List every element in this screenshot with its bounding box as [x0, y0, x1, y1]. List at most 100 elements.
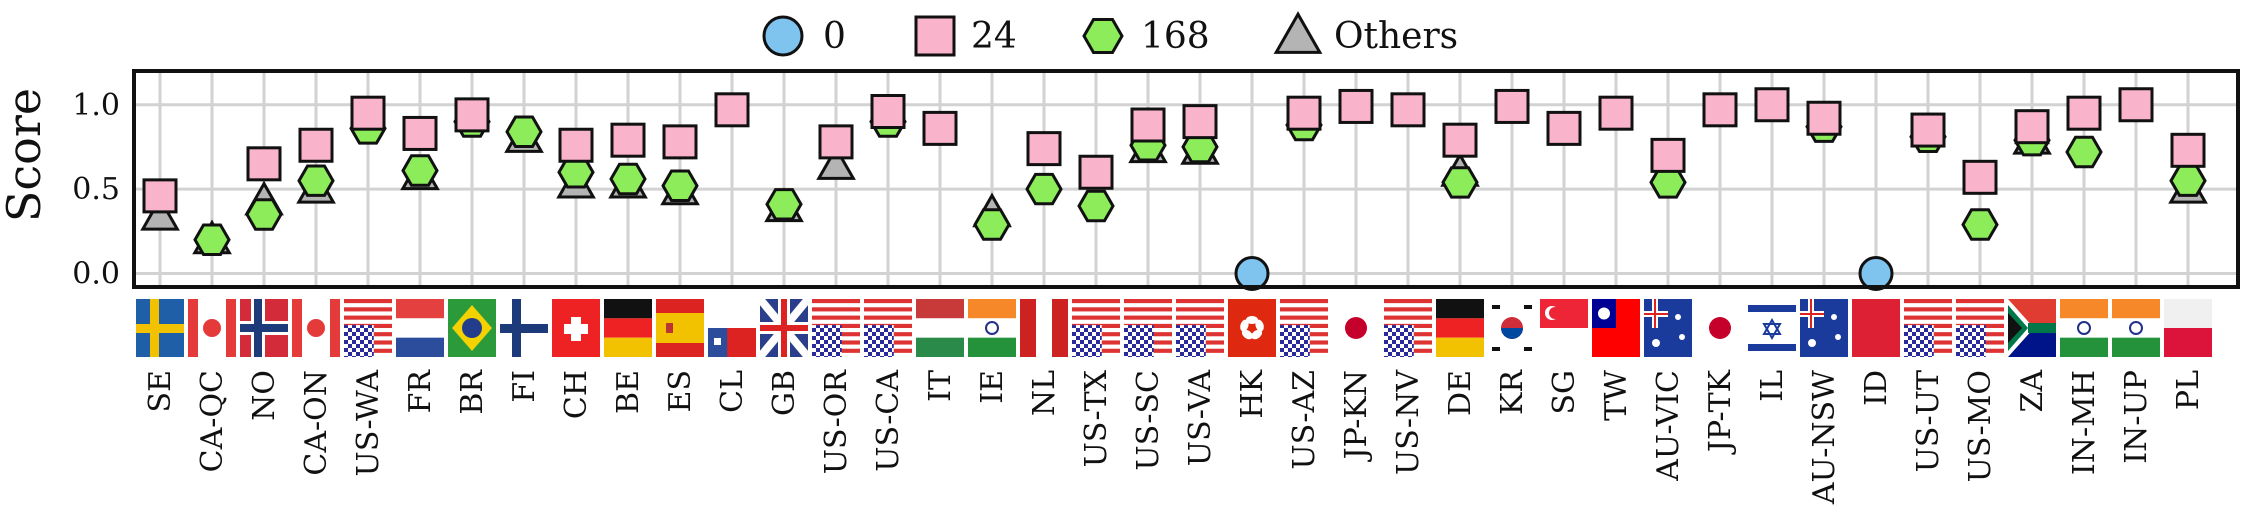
- spain-flag-icon: [656, 299, 704, 357]
- point-24-no: [246, 146, 282, 182]
- legend-marker-168: [1082, 18, 1124, 54]
- x-tick-label-nl: NL: [1027, 370, 1062, 416]
- x-tick-label-us-sc: US-SC: [1131, 370, 1166, 471]
- japan-flag-icon: [1332, 299, 1380, 357]
- poland-flag-icon: [2164, 299, 2212, 357]
- x-tick-label-au-nsw: AU-NSW: [1807, 370, 1842, 505]
- point-168-gb: [765, 188, 803, 221]
- chile-flag-icon: [708, 299, 756, 357]
- point-24-sg: [1546, 110, 1582, 146]
- x-tick-label-ie: IE: [975, 370, 1010, 404]
- us-flag-icon: [1124, 299, 1172, 357]
- finland-flag-icon: [500, 299, 548, 357]
- x-tick-label-il: IL: [1755, 370, 1790, 402]
- x-tick-label-us-tx: US-TX: [1079, 369, 1114, 467]
- x-tick-label-it: IT: [923, 370, 958, 402]
- sweden-flag-icon: [136, 299, 184, 357]
- point-24-us-az: [1286, 95, 1322, 131]
- point-24-us-va: [1182, 104, 1218, 140]
- point-24-us-ca: [870, 94, 906, 129]
- israel-flag-icon: [1748, 299, 1796, 357]
- x-tick-label-fi: FI: [507, 370, 542, 403]
- legend-marker-others: [1273, 11, 1323, 54]
- legend-label-168: 168: [1141, 16, 1210, 57]
- us-flag-icon: [1384, 299, 1432, 357]
- x-tick-label-hk: HK: [1235, 369, 1270, 418]
- point-24-it: [922, 110, 958, 146]
- point-24-tw: [1598, 95, 1634, 131]
- x-tick-label-fr: FR: [403, 369, 438, 414]
- norway-flag-icon: [240, 299, 288, 357]
- point-168-ie: [973, 208, 1011, 241]
- x-tick-label-in-mh: IN-MH: [2067, 370, 2102, 475]
- x-tick-label-us-ca: US-CA: [871, 370, 906, 472]
- y-tick-label: 0.0: [72, 257, 120, 292]
- point-24-in-up: [2118, 87, 2154, 123]
- x-axis-tick-labels: SE CA-QC NO CA-ON US-WA FR BR FI CH BE ES CL GB US-OR…: [143, 369, 2206, 505]
- legend-marker-0: [762, 15, 804, 57]
- point-24-us-nv: [1390, 92, 1426, 128]
- x-tick-label-us-az: US-AZ: [1287, 370, 1322, 470]
- x-tick-label-id: ID: [1859, 370, 1894, 406]
- point-24-ch: [558, 127, 594, 163]
- x-tick-label-us-or: US-OR: [819, 369, 854, 475]
- japan-flag-icon: [1696, 299, 1744, 357]
- hong-kong-flag-icon: [1228, 299, 1276, 357]
- point-24-us-or: [818, 124, 854, 160]
- south-korea-flag-icon: [1488, 299, 1536, 357]
- australia-flag-icon: [1644, 299, 1692, 357]
- point-0-id: [1858, 256, 1894, 291]
- legend-label-others: Others: [1334, 16, 1458, 57]
- point-168-us-mo: [1961, 208, 1999, 241]
- germany-flag-icon: [604, 299, 652, 357]
- point-168-in-mh: [2065, 135, 2103, 169]
- singapore-flag-icon: [1540, 299, 1588, 357]
- point-24-us-wa: [350, 95, 386, 131]
- point-24-br: [454, 97, 490, 133]
- x-tick-label-in-up: IN-UP: [2119, 370, 2154, 464]
- y-tick-label: 1.0: [72, 88, 120, 123]
- switzerland-flag-icon: [552, 299, 600, 357]
- us-flag-icon: [344, 299, 392, 357]
- x-tick-label-de: DE: [1443, 370, 1478, 416]
- point-24-de: [1442, 122, 1478, 158]
- point-168-es: [661, 169, 699, 202]
- point-24-il: [1754, 87, 1790, 123]
- point-24-nl: [1026, 131, 1062, 167]
- germany-flag-icon: [1436, 299, 1484, 357]
- x-tick-label-au-vic: AU-VIC: [1651, 370, 1686, 482]
- point-168-ca-qc: [193, 223, 231, 256]
- point-24-es: [662, 124, 698, 160]
- point-24-cl: [714, 92, 750, 128]
- india-flag-icon: [2112, 299, 2160, 357]
- point-24-jp-kn: [1338, 88, 1374, 124]
- canada-flag-icon: [292, 299, 340, 357]
- legend-label-24: 24: [971, 16, 1017, 57]
- point-24-us-tx: [1078, 154, 1114, 190]
- point-24-be: [610, 122, 646, 158]
- india-flag-icon: [2060, 299, 2108, 357]
- peru-flag-icon: [1020, 299, 1068, 357]
- x-tick-label-jp-kn: JP-KN: [1339, 370, 1374, 462]
- x-tick-label-es: ES: [663, 370, 698, 412]
- x-tick-label-no: NO: [247, 370, 282, 421]
- point-24-pl: [2170, 132, 2206, 168]
- x-tick-label-se: SE: [143, 370, 178, 412]
- point-24-au-nsw: [1806, 100, 1842, 136]
- taiwan-flag-icon: [1592, 299, 1640, 357]
- x-tick-label-us-va: US-VA: [1183, 370, 1218, 467]
- point-168-ca-on: [297, 164, 335, 197]
- x-tick-label-ch: CH: [559, 370, 594, 419]
- x-tick-label-jp-tk: JP-TK: [1703, 369, 1738, 455]
- legend: 0 24 168 Others: [762, 11, 1458, 57]
- point-24-fr: [402, 115, 438, 151]
- x-tick-label-za: ZA: [2015, 370, 2050, 413]
- hungary-flag-icon: [916, 299, 964, 357]
- plot-frame: [132, 69, 2240, 289]
- point-24-au-vic: [1650, 137, 1686, 173]
- x-tick-label-ca-on: CA-ON: [299, 370, 334, 476]
- point-24-za: [2014, 109, 2050, 145]
- point-168-us-tx: [1077, 189, 1115, 223]
- quebec-flag-icon: [188, 299, 236, 357]
